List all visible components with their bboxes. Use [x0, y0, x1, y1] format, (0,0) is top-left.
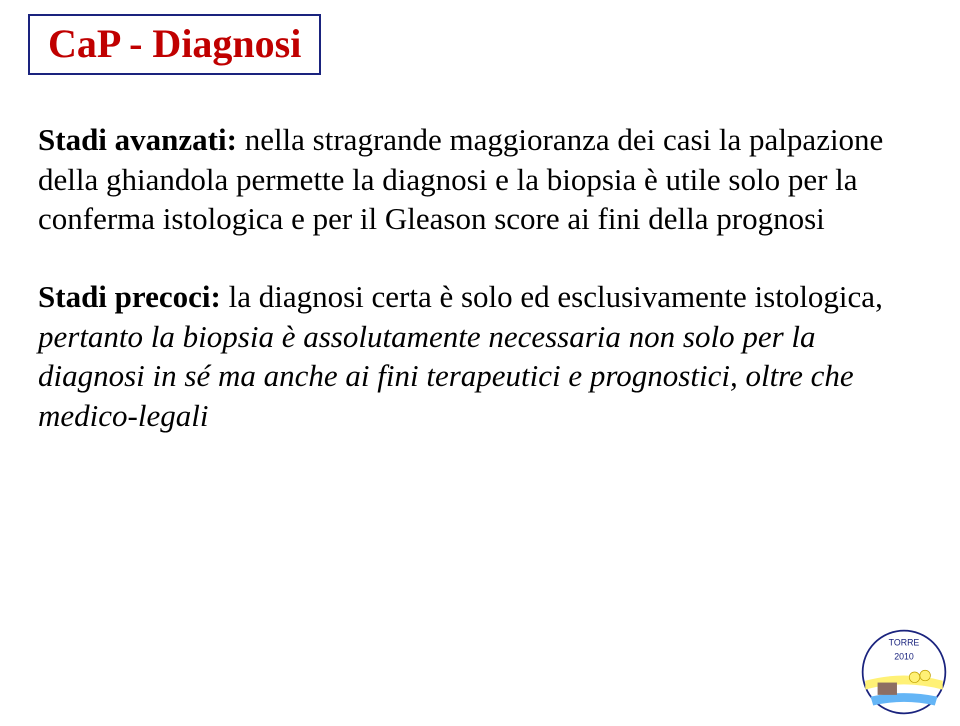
logo-text-bottom: 2010	[894, 652, 914, 662]
slide-title: CaP - Diagnosi	[48, 21, 301, 66]
lead-stadi-precoci: Stadi precoci:	[38, 279, 221, 314]
paragraph-stadi-avanzati: Stadi avanzati: nella stragrande maggior…	[38, 120, 912, 239]
logo-text-top: TORRE	[889, 638, 920, 648]
title-box: CaP - Diagnosi	[28, 14, 321, 75]
text-stadi-precoci-a: la diagnosi certa è solo ed esclusivamen…	[221, 279, 883, 314]
conference-logo: TORRE 2010	[860, 628, 948, 716]
lead-stadi-avanzati: Stadi avanzati:	[38, 122, 237, 157]
content-area: Stadi avanzati: nella stragrande maggior…	[38, 120, 912, 436]
text-stadi-precoci-italic: pertanto la biopsia è assolutamente nece…	[38, 319, 854, 433]
paragraph-stadi-precoci: Stadi precoci: la diagnosi certa è solo …	[38, 277, 912, 436]
logo-svg: TORRE 2010	[860, 628, 948, 716]
